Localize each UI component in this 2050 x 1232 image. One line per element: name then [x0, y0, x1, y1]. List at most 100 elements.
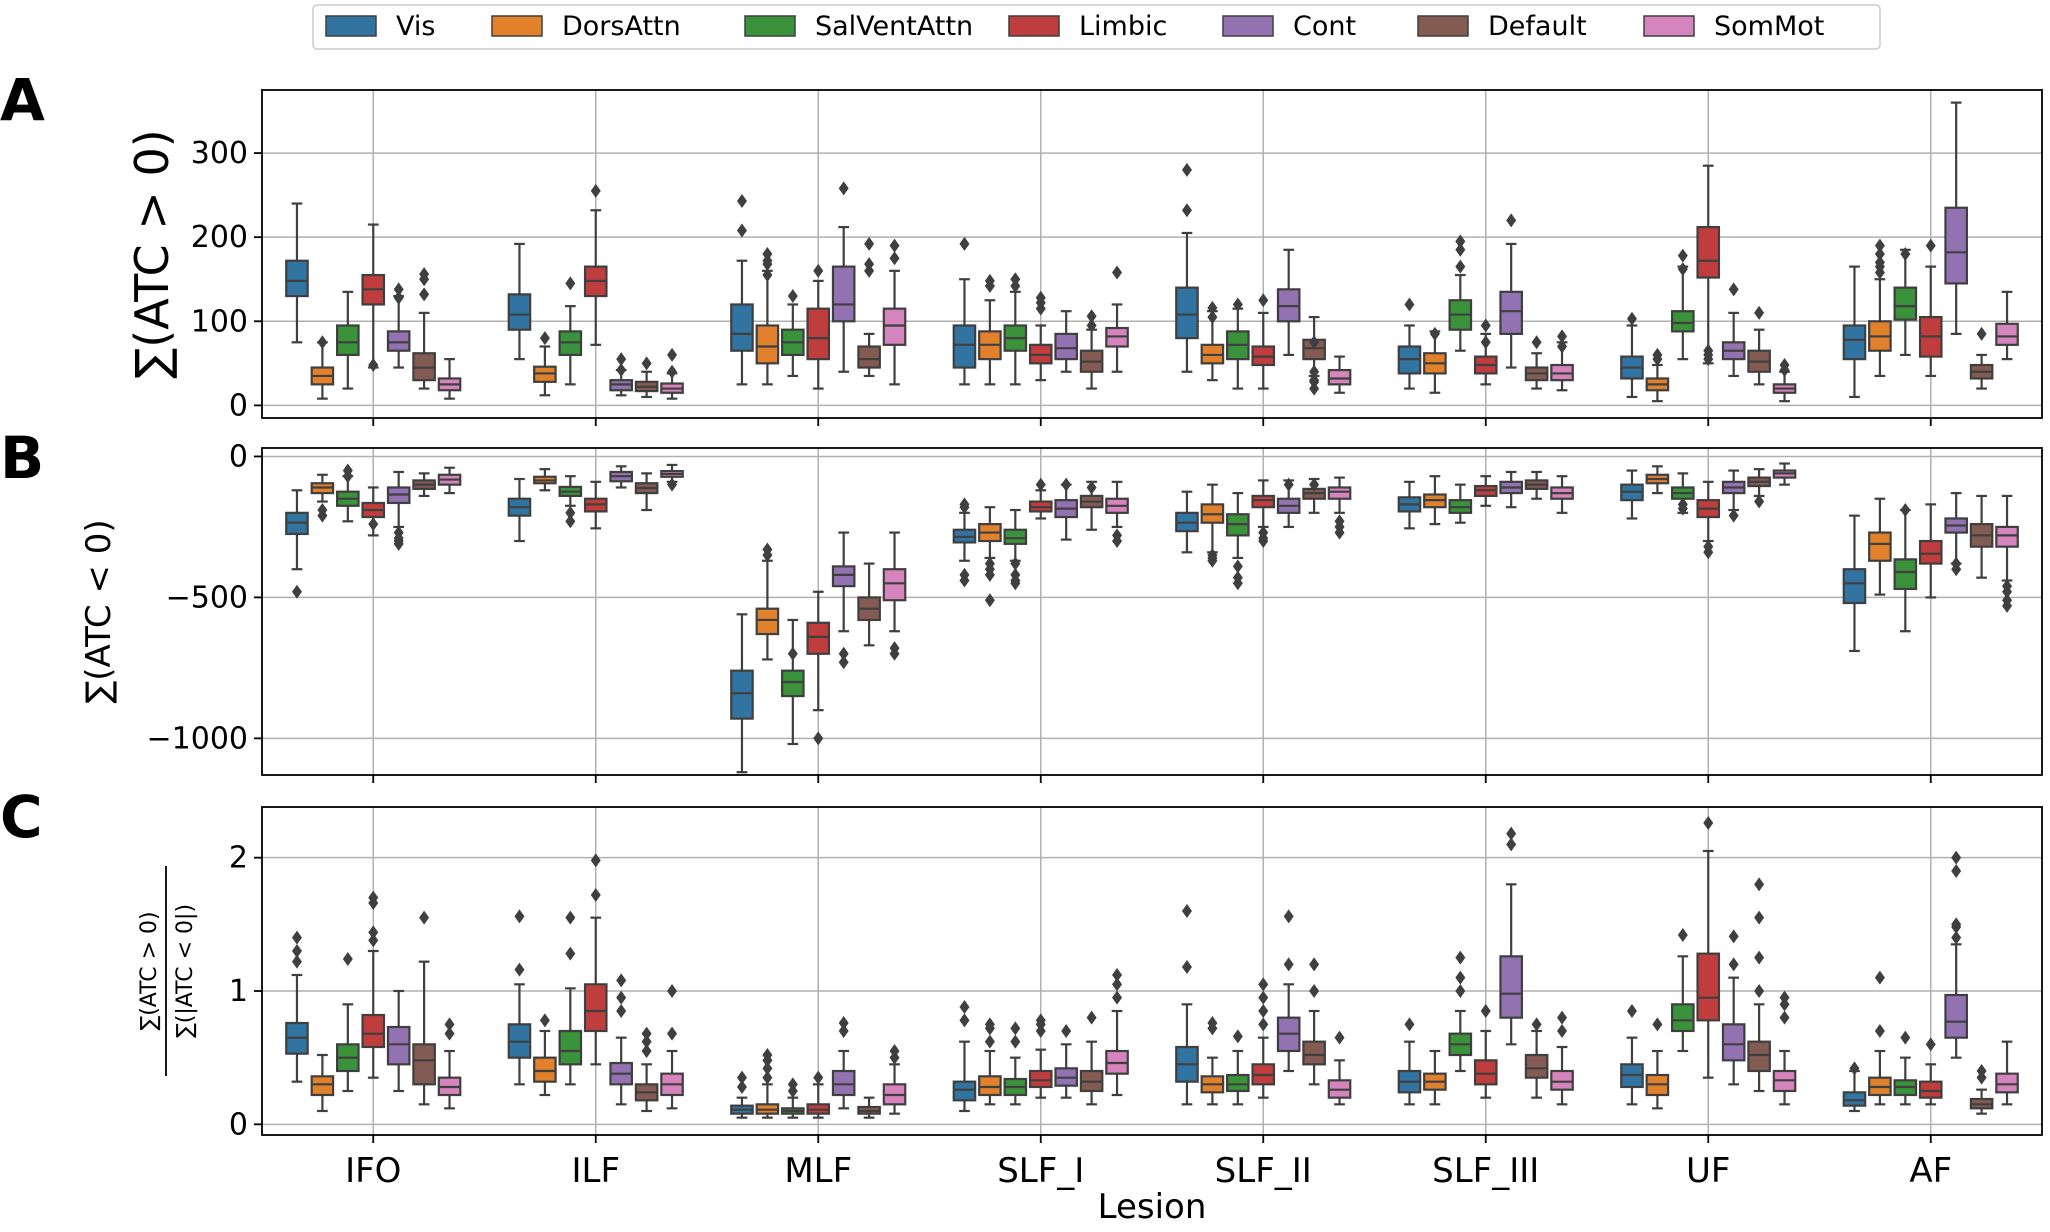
panel-a-ytick-label-0: 0 — [229, 388, 248, 423]
box-b-slf-iii-dorsattn — [1423, 475, 1447, 526]
box-a-slf-ii-dorsattn-outlier-0 — [1207, 310, 1218, 325]
box-c-mlf-default — [857, 1096, 881, 1119]
box-b-mlf-dorsattn — [755, 542, 780, 661]
box-c-af-cont-outlier-3 — [1951, 864, 1962, 878]
box-c-uf-cont-iqr — [1721, 1023, 1746, 1062]
x-category-label-slf-ii: SLF_II — [1215, 1151, 1312, 1191]
box-a-uf-dorsattn — [1645, 347, 1670, 403]
box-b-slf-i-dorsattn — [978, 506, 1002, 608]
box-c-ilf-cont-outlier-2 — [616, 973, 627, 988]
box-b-slf-i-sommot-outlier-1 — [1112, 534, 1123, 549]
box-c-af-dorsattn-outlier-1 — [1874, 970, 1885, 985]
box-b-slf-ii-vis — [1175, 490, 1199, 554]
box-c-slf-iii-limbic-iqr — [1473, 1059, 1498, 1086]
box-a-mlf-default-iqr — [857, 345, 881, 369]
box-b-slf-i-sommot — [1105, 480, 1129, 549]
box-a-ifo-vis — [285, 202, 309, 344]
box-a-slf-iii-limbic-outlier-1 — [1480, 318, 1491, 333]
box-c-ilf-cont-outlier-0 — [616, 1004, 627, 1018]
legend-entry-dorsattn: DorsAttn — [491, 11, 681, 42]
box-c-ifo-vis-outlier-1 — [291, 930, 302, 945]
box-a-ifo-default-outlier-2 — [419, 267, 430, 282]
panel-b-ytick-label-2: −1000 — [147, 721, 248, 756]
box-c-slf-i-dorsattn-iqr — [978, 1075, 1002, 1097]
box-c-slf-i-vis-outlier-1 — [959, 1013, 970, 1028]
box-a-mlf-salventattn-outlier-0 — [787, 289, 798, 304]
box-c-ifo-salventattn-outlier-0 — [342, 952, 353, 966]
box-a-mlf-cont-iqr — [831, 265, 856, 323]
panel-b-letter: B — [0, 424, 44, 492]
box-a-ifo-cont-outlier-0 — [393, 290, 404, 305]
box-c-slf-iii-vis-outlier-0 — [1404, 1017, 1415, 1032]
box-a-ifo-limbic-outlier-0 — [368, 358, 379, 373]
box-a-af-default — [1969, 326, 1994, 390]
box-a-uf-limbic-outlier-2 — [1703, 343, 1714, 358]
box-c-ilf-default-outlier-2 — [641, 1026, 652, 1041]
box-b-af-sommot-iqr — [1995, 525, 2019, 548]
box-c-ilf-limbic-outlier-1 — [590, 853, 601, 868]
box-c-af-cont — [1944, 850, 1968, 1059]
box-c-slf-ii-vis-outlier-1 — [1181, 904, 1192, 918]
box-c-slf-i-cont-outlier-0 — [1061, 1024, 1072, 1038]
box-a-slf-iii-limbic — [1473, 318, 1498, 386]
box-a-ifo-cont-iqr — [386, 330, 411, 352]
box-b-slf-i-salventattn-iqr — [1003, 528, 1028, 545]
box-c-uf-cont-outlier-1 — [1728, 929, 1739, 944]
box-c-ifo-limbic-outlier-0 — [368, 933, 379, 948]
box-b-slf-ii-limbic-outlier-2 — [1258, 534, 1269, 549]
box-c-uf-default-iqr — [1747, 1040, 1771, 1073]
box-b-af-dorsattn-iqr — [1868, 531, 1892, 562]
box-a-slf-i-default — [1079, 309, 1104, 390]
box-b-mlf-cont-iqr — [831, 565, 856, 588]
box-a-slf-i-default-outlier-1 — [1086, 309, 1097, 324]
box-c-slf-i-limbic — [1028, 1013, 1053, 1099]
box-c-ilf-limbic-outlier-0 — [590, 888, 601, 902]
box-c-ifo-salventattn — [336, 952, 360, 1093]
box-c-slf-i-dorsattn-outlier-2 — [984, 1017, 995, 1032]
box-c-slf-ii-limbic-outlier-3 — [1258, 977, 1269, 992]
panel-c-frame — [261, 806, 2043, 1136]
box-b-slf-iii-sommot — [1550, 475, 1574, 514]
box-a-slf-iii-dorsattn-outlier-0 — [1429, 326, 1440, 341]
box-c-slf-iii-default-iqr — [1524, 1053, 1549, 1079]
panel-a: 0 100 200 300 A ∑(ATC > 0) — [0, 66, 2043, 426]
x-category-label-ifo: IFO — [345, 1151, 401, 1191]
box-b-mlf-cont-outlier-0 — [838, 646, 849, 661]
box-c-ifo-vis — [285, 930, 309, 1083]
box-c-ilf-vis-outlier-1 — [514, 909, 525, 924]
box-b-af-dorsattn — [1868, 497, 1892, 596]
box-a-uf-limbic — [1696, 164, 1721, 367]
box-c-mlf-dorsattn-outlier-3 — [762, 1048, 773, 1062]
box-b-ifo-vis — [285, 489, 309, 599]
box-c-af-cont-outlier-4 — [1951, 850, 1962, 865]
box-a-slf-i-sommot — [1105, 265, 1129, 373]
box-c-mlf-dorsattn-outlier-1 — [762, 1061, 773, 1076]
panel-c-ytick-label-1: 1 — [229, 974, 248, 1009]
box-a-mlf-sommot-iqr — [882, 307, 907, 346]
legend-label-default: Default — [1488, 11, 1587, 42]
box-a-uf-sommot — [1772, 358, 1797, 403]
box-c-uf-dorsattn — [1645, 1017, 1670, 1110]
box-c-ilf-limbic-iqr — [583, 983, 608, 1033]
box-a-ilf-dorsattn — [533, 331, 557, 397]
box-c-slf-iii-salventattn-outlier-2 — [1455, 950, 1466, 965]
panel-a-letter: A — [0, 66, 45, 134]
box-c-ifo-default — [412, 910, 436, 1106]
box-a-uf-cont-outlier-0 — [1728, 282, 1739, 297]
box-a-slf-i-vis-outlier-0 — [959, 236, 970, 251]
box-b-slf-iii-default — [1524, 470, 1549, 500]
box-c-ilf-default-outlier-1 — [641, 1034, 652, 1049]
box-b-uf-salventattn-outlier-1 — [1677, 501, 1688, 516]
box-a-slf-i-salventattn — [1003, 272, 1028, 386]
x-axis: Lesion IFO ILF MLF SLF_I SLF_II SLF_III UF AF — [345, 1151, 1952, 1227]
box-a-af-dorsattn-outlier-1 — [1874, 247, 1885, 261]
box-a-slf-ii-limbic — [1251, 293, 1276, 390]
panel-c-ylabel-numerator: ∑(ATC > 0) — [137, 911, 162, 1030]
legend-entry-default: Default — [1417, 11, 1587, 42]
box-c-mlf-cont — [831, 1016, 856, 1110]
box-c-uf-limbic-iqr — [1696, 952, 1721, 1022]
box-a-ilf-sommot — [660, 347, 684, 400]
box-c-af-vis — [1842, 1061, 1867, 1113]
box-a-uf-default — [1747, 305, 1771, 386]
